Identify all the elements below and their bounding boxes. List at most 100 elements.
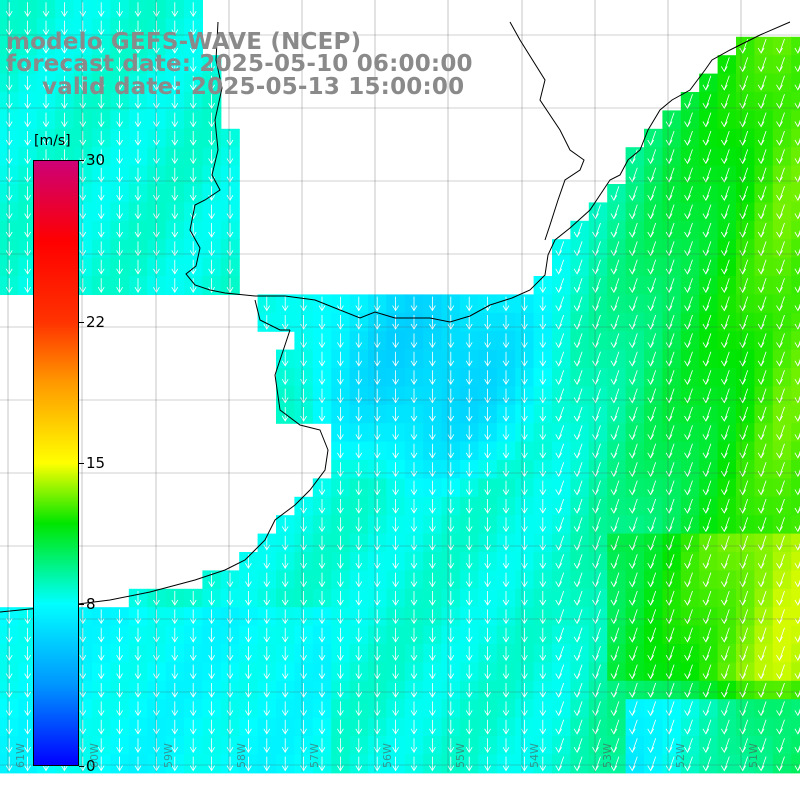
wind-arrow [300, 554, 307, 569]
wind-arrow [300, 738, 307, 753]
wind-arrow [153, 2, 160, 17]
wind-arrow [720, 130, 730, 146]
wind-arrow [502, 738, 510, 753]
wind-arrow [465, 646, 473, 661]
wind-arrow [410, 370, 418, 385]
wind-arrow [116, 131, 123, 146]
wind-arrow [79, 719, 87, 735]
wind-arrow [24, 57, 31, 73]
wind-arrow [392, 480, 399, 496]
wind-speed-cell [791, 625, 800, 645]
wind-arrow [521, 351, 528, 367]
wind-arrow [337, 407, 344, 422]
wind-arrow [134, 259, 142, 275]
wind-arrow [189, 664, 197, 680]
wind-arrow [447, 443, 455, 459]
wind-arrow [153, 719, 160, 735]
wind-arrow [720, 259, 730, 275]
wind-arrow [757, 38, 767, 54]
wind-arrow [318, 535, 326, 551]
wind-arrow [757, 498, 767, 514]
wind-arrow [757, 664, 767, 680]
wind-arrow [134, 39, 142, 54]
wind-arrow [97, 20, 105, 36]
wind-arrow [573, 314, 583, 330]
wind-arrow [484, 738, 491, 753]
wind-arrow [757, 167, 767, 183]
wind-arrow [392, 517, 399, 533]
wind-arrow [42, 39, 50, 54]
wind-arrow [355, 499, 363, 514]
wind-arrow [539, 296, 547, 312]
wind-arrow [208, 149, 215, 165]
wind-arrow [665, 278, 675, 293]
wind-arrow [610, 535, 620, 551]
wind-arrow [684, 682, 693, 698]
wind-arrow [281, 627, 289, 643]
wind-arrow [628, 719, 638, 735]
wind-arrow [355, 664, 363, 680]
wind-arrow [539, 627, 547, 643]
wind-arrow [776, 149, 785, 165]
wind-arrow [776, 57, 785, 73]
wind-arrow [355, 443, 363, 459]
wind-arrow [429, 535, 436, 551]
wind-arrow [263, 756, 271, 772]
wind-arrow [97, 112, 105, 128]
wind-arrow [539, 554, 547, 569]
wind-arrow [776, 186, 785, 201]
wind-arrow [702, 333, 712, 349]
wind-arrow [757, 572, 767, 588]
wind-arrow [702, 701, 712, 717]
wind-arrow [355, 627, 363, 643]
wind-arrow [521, 296, 528, 312]
wind-arrow [757, 701, 767, 717]
wind-arrow [465, 443, 473, 459]
wind-arrow [610, 296, 620, 312]
wind-arrow [318, 554, 326, 569]
wind-arrow [720, 682, 730, 698]
wind-arrow [539, 370, 547, 385]
wind-arrow [776, 646, 785, 661]
wind-arrow [592, 590, 601, 606]
wind-arrow [592, 278, 601, 293]
wind-speed-cell [791, 368, 800, 387]
wind-arrow [628, 259, 638, 275]
wind-arrow [97, 627, 105, 643]
wind-arrow [684, 756, 693, 772]
longitude-label: 58W [235, 743, 248, 768]
wind-arrow [153, 609, 160, 625]
wind-arrow [61, 39, 68, 54]
wind-arrow [484, 351, 491, 367]
wind-arrow [318, 517, 326, 533]
wind-arrow [79, 241, 87, 257]
wind-arrow [684, 130, 693, 146]
wind-arrow [153, 664, 160, 680]
wind-arrow [776, 333, 785, 349]
wind-arrow [665, 535, 675, 551]
wind-arrow [502, 554, 510, 569]
wind-arrow [355, 407, 363, 422]
wind-arrow [521, 535, 528, 551]
wind-arrow [555, 370, 565, 385]
wind-arrow [5, 683, 13, 698]
wind-arrow [776, 572, 785, 588]
wind-arrow [300, 572, 307, 588]
wind-arrow [281, 664, 289, 680]
wind-arrow [702, 554, 712, 569]
wind-arrow [447, 683, 455, 698]
wind-arrow [573, 333, 583, 349]
wind-arrow [665, 241, 675, 257]
wind-arrow [647, 701, 657, 717]
wind-arrow [337, 701, 344, 717]
wind-arrow [610, 738, 620, 753]
wind-arrow [665, 682, 675, 698]
wind-arrow [555, 756, 565, 772]
wind-arrow [776, 590, 785, 606]
wind-arrow [24, 609, 31, 625]
wind-speed-cell [791, 699, 800, 719]
wind-arrow [684, 333, 693, 349]
wind-arrow [337, 738, 344, 753]
wind-arrow [610, 259, 620, 275]
wind-arrow [502, 351, 510, 367]
